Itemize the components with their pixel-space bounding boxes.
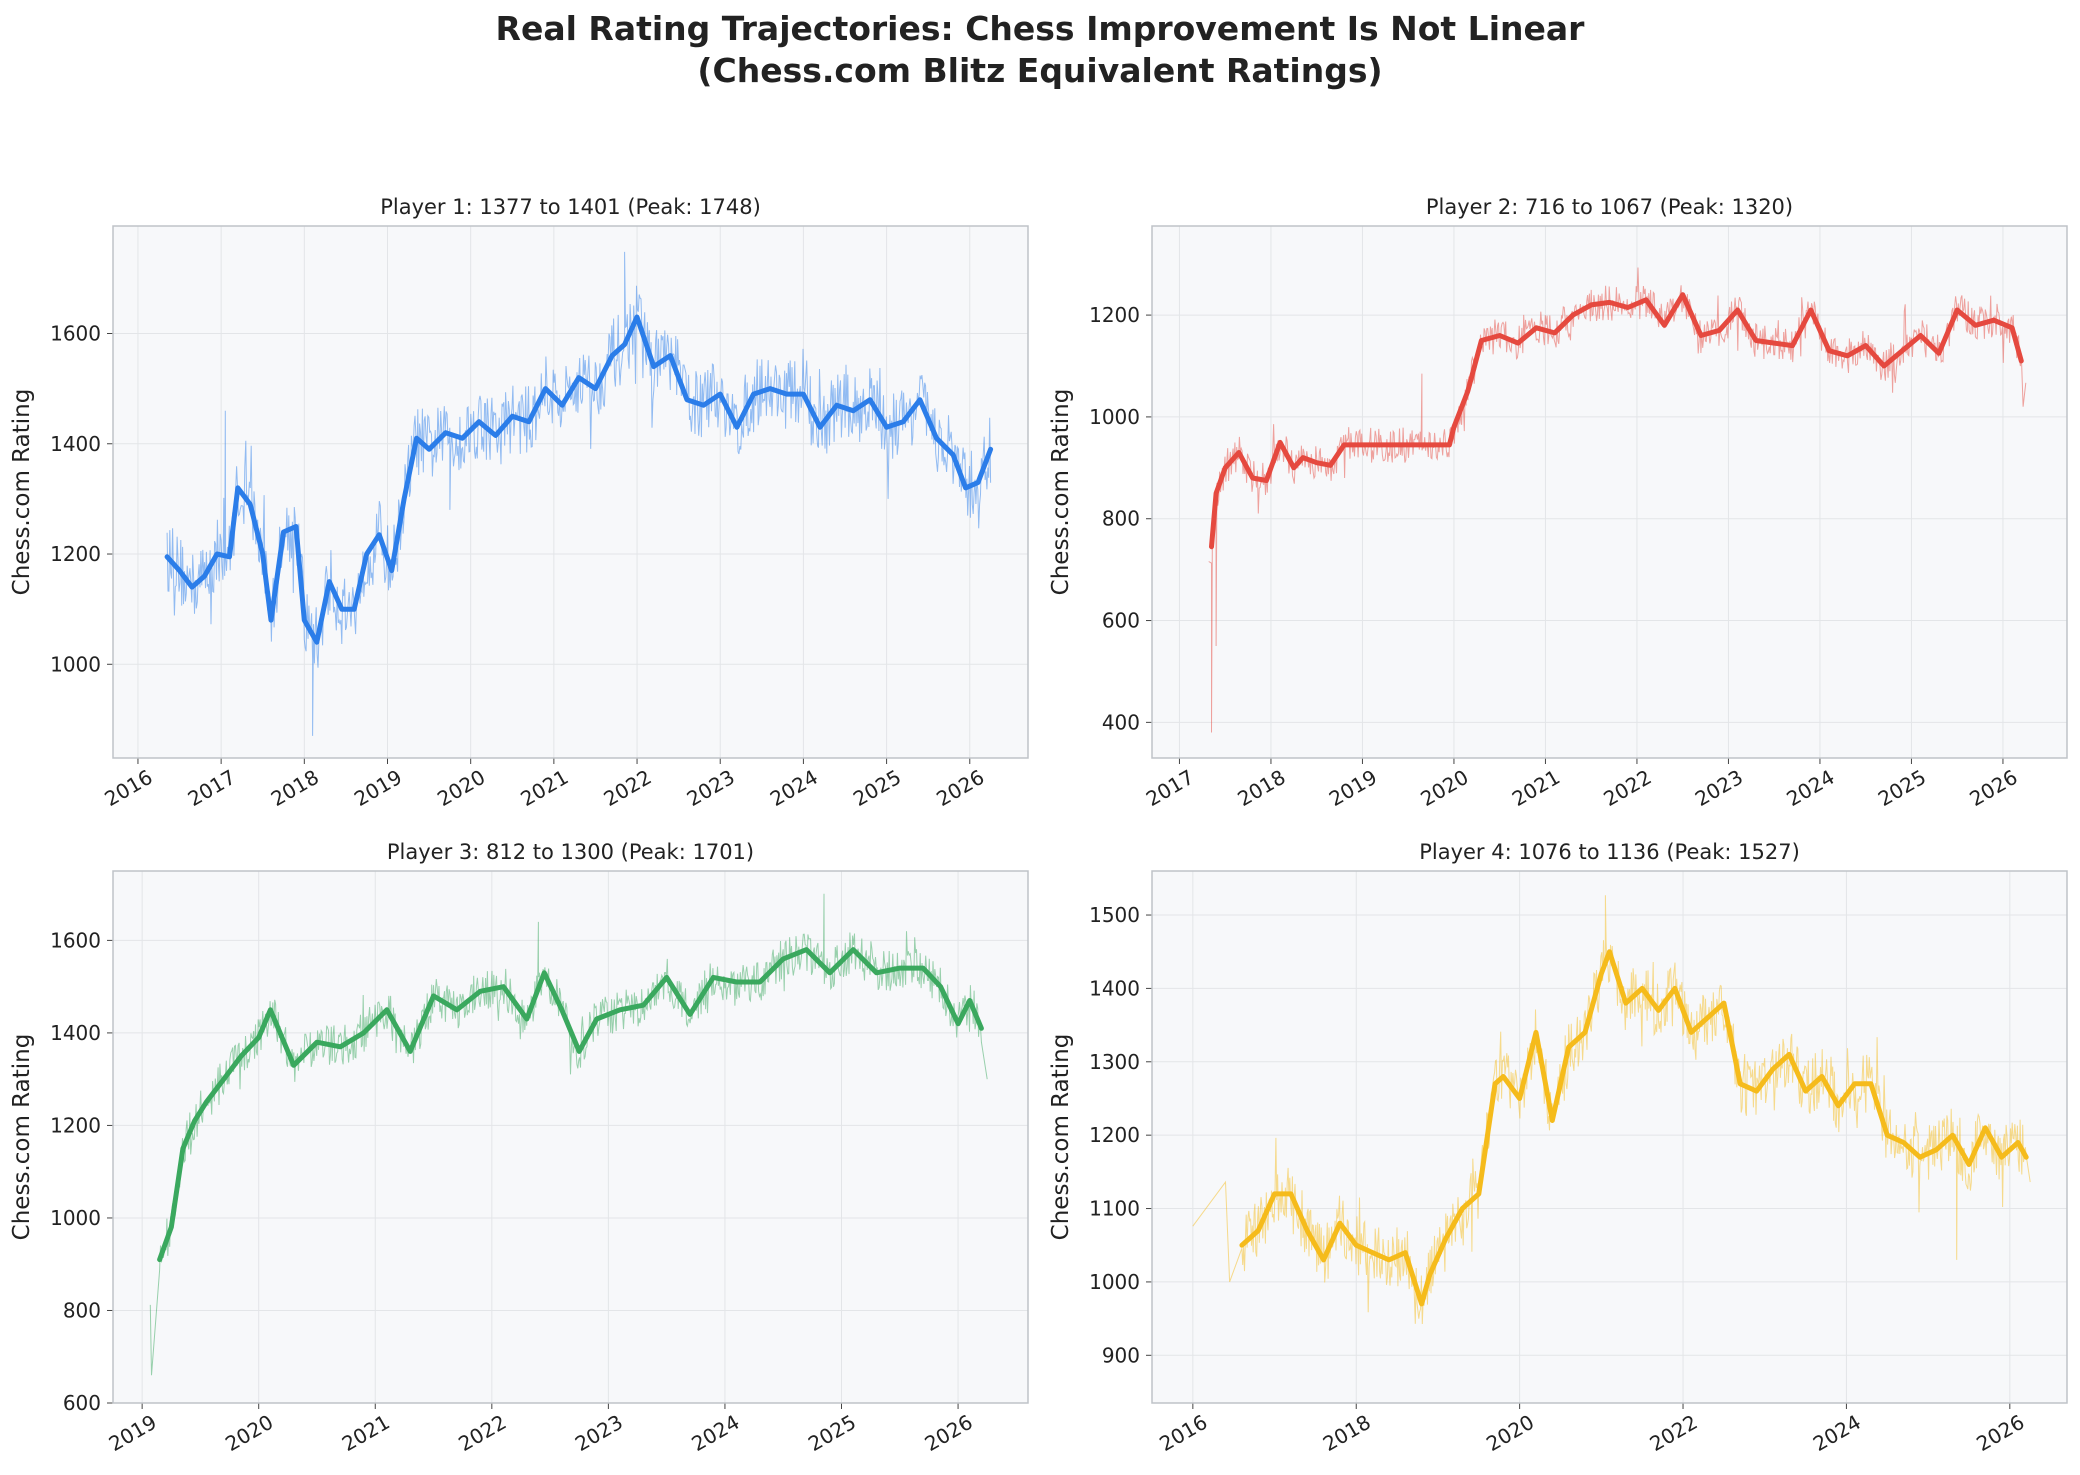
- y-tick-label: 400: [1102, 710, 1140, 734]
- y-tick-label: 1400: [1089, 976, 1140, 1000]
- smoothed-rating-line: [164, 314, 994, 645]
- plot-frame: [1151, 870, 2068, 1404]
- x-tick-label: 2019: [105, 1410, 161, 1456]
- x-tick-label: 2026: [921, 1410, 977, 1456]
- x-tick-label: 2016: [1155, 1410, 1211, 1456]
- figure-title: Real Rating Trajectories: Chess Improvem…: [0, 8, 2080, 92]
- y-tick-label: 1000: [1089, 1270, 1140, 1294]
- subplot-2: 2017 2018 2019 2020 2021 2022 2023 2024 2025 2026…: [1048, 195, 2068, 811]
- subplot-title: Player 4: 1076 to 1136 (Peak: 1527): [1419, 840, 1800, 864]
- x-tick-label: 2024: [1782, 765, 1838, 811]
- plot-frame: [112, 870, 1029, 1404]
- x-tick-label: 2016: [100, 765, 156, 811]
- y-tick-label: 600: [1102, 609, 1140, 633]
- x-tick-label: 2025: [1874, 765, 1930, 811]
- x-tick-label: 2021: [1508, 765, 1564, 811]
- plot-area: [1152, 226, 2067, 758]
- subplot-title: Player 1: 1377 to 1401 (Peak: 1748): [380, 195, 761, 219]
- y-tick-label: 1300: [1089, 1050, 1140, 1074]
- raw-rating-line: [1192, 895, 2031, 1325]
- y-tick-label: 1600: [50, 928, 101, 952]
- plot-area: [113, 226, 1028, 758]
- y-tick-label: 1600: [50, 322, 101, 346]
- y-tick-label: 1200: [50, 1113, 101, 1137]
- x-tick-label: 2024: [687, 1410, 743, 1456]
- x-tick-label: 2025: [849, 765, 905, 811]
- x-tick-label: 2023: [683, 765, 739, 811]
- y-tick-label: 800: [63, 1298, 101, 1322]
- x-tick-label: 2017: [1142, 765, 1198, 811]
- y-tick-label: 1200: [1089, 303, 1140, 327]
- plot-area: [113, 871, 1028, 1403]
- subplot-title: Player 2: 716 to 1067 (Peak: 1320): [1426, 195, 1793, 219]
- subplot-1: 2016 2017 2018 2019 2020 2021 2022 2023 2024 2025…: [9, 195, 1029, 811]
- figure-title-line1: Real Rating Trajectories: Chess Improvem…: [495, 9, 1585, 48]
- x-tick-label: 2022: [1645, 1410, 1701, 1456]
- x-tick-label: 2018: [267, 765, 323, 811]
- x-tick-label: 2024: [1809, 1410, 1865, 1456]
- figure-title-line2: (Chess.com Blitz Equivalent Ratings): [697, 51, 1383, 90]
- x-tick-label: 2021: [338, 1410, 394, 1456]
- y-tick-label: 800: [1102, 507, 1140, 531]
- x-tick-label: 2017: [184, 765, 240, 811]
- y-axis-label: Chess.com Rating: [9, 1034, 35, 1241]
- y-tick-label: 1200: [1089, 1123, 1140, 1147]
- x-tick-label: 2023: [571, 1410, 627, 1456]
- x-tick-label: 2021: [516, 765, 572, 811]
- subplot-3: 2019 2020 2021 2022 2023 2024 2025 2026 600 800 10…: [9, 840, 1029, 1456]
- plot-frame: [1151, 225, 2068, 759]
- x-tick-label: 2022: [600, 765, 656, 811]
- x-tick-label: 2018: [1319, 1410, 1375, 1456]
- y-axis-label: Chess.com Rating: [1048, 1034, 1074, 1241]
- y-tick-label: 900: [1102, 1343, 1140, 1367]
- y-tick-label: 600: [63, 1391, 101, 1415]
- x-tick-label: 2020: [221, 1410, 277, 1456]
- x-tick-label: 2020: [433, 765, 489, 811]
- y-tick-label: 1000: [50, 1206, 101, 1230]
- y-tick-label: 1400: [50, 432, 101, 456]
- x-tick-label: 2022: [454, 1410, 510, 1456]
- x-tick-label: 2020: [1482, 1410, 1538, 1456]
- smoothed-rating-line: [1239, 949, 2029, 1307]
- smoothed-rating-line: [1209, 292, 2024, 550]
- smoothed-rating-line: [157, 947, 984, 1263]
- x-tick-label: 2019: [350, 765, 406, 811]
- y-tick-label: 1500: [1089, 903, 1140, 927]
- x-tick-label: 2018: [1233, 765, 1289, 811]
- plot-frame: [112, 225, 1029, 759]
- x-tick-label: 2022: [1599, 765, 1655, 811]
- x-tick-label: 2019: [1325, 765, 1381, 811]
- x-tick-label: 2024: [766, 765, 822, 811]
- x-tick-label: 2020: [1416, 765, 1472, 811]
- y-tick-label: 1100: [1089, 1197, 1140, 1221]
- subplot-4: 2016 2018 2020 2022 2024 2026 900 1000 1100 1200 1…: [1048, 840, 2068, 1456]
- x-tick-label: 2025: [804, 1410, 860, 1456]
- x-tick-label: 2023: [1691, 765, 1747, 811]
- y-tick-label: 1000: [1089, 405, 1140, 429]
- y-tick-label: 1000: [50, 652, 101, 676]
- x-tick-label: 2026: [932, 765, 988, 811]
- y-axis-label: Chess.com Rating: [9, 389, 35, 596]
- y-tick-label: 1400: [50, 1021, 101, 1045]
- x-tick-label: 2026: [1965, 765, 2021, 811]
- raw-rating-line: [1208, 267, 2027, 733]
- subplot-title: Player 3: 812 to 1300 (Peak: 1701): [387, 840, 754, 864]
- y-tick-label: 1200: [50, 542, 101, 566]
- y-axis-label: Chess.com Rating: [1048, 389, 1074, 596]
- x-tick-label: 2026: [1972, 1410, 2028, 1456]
